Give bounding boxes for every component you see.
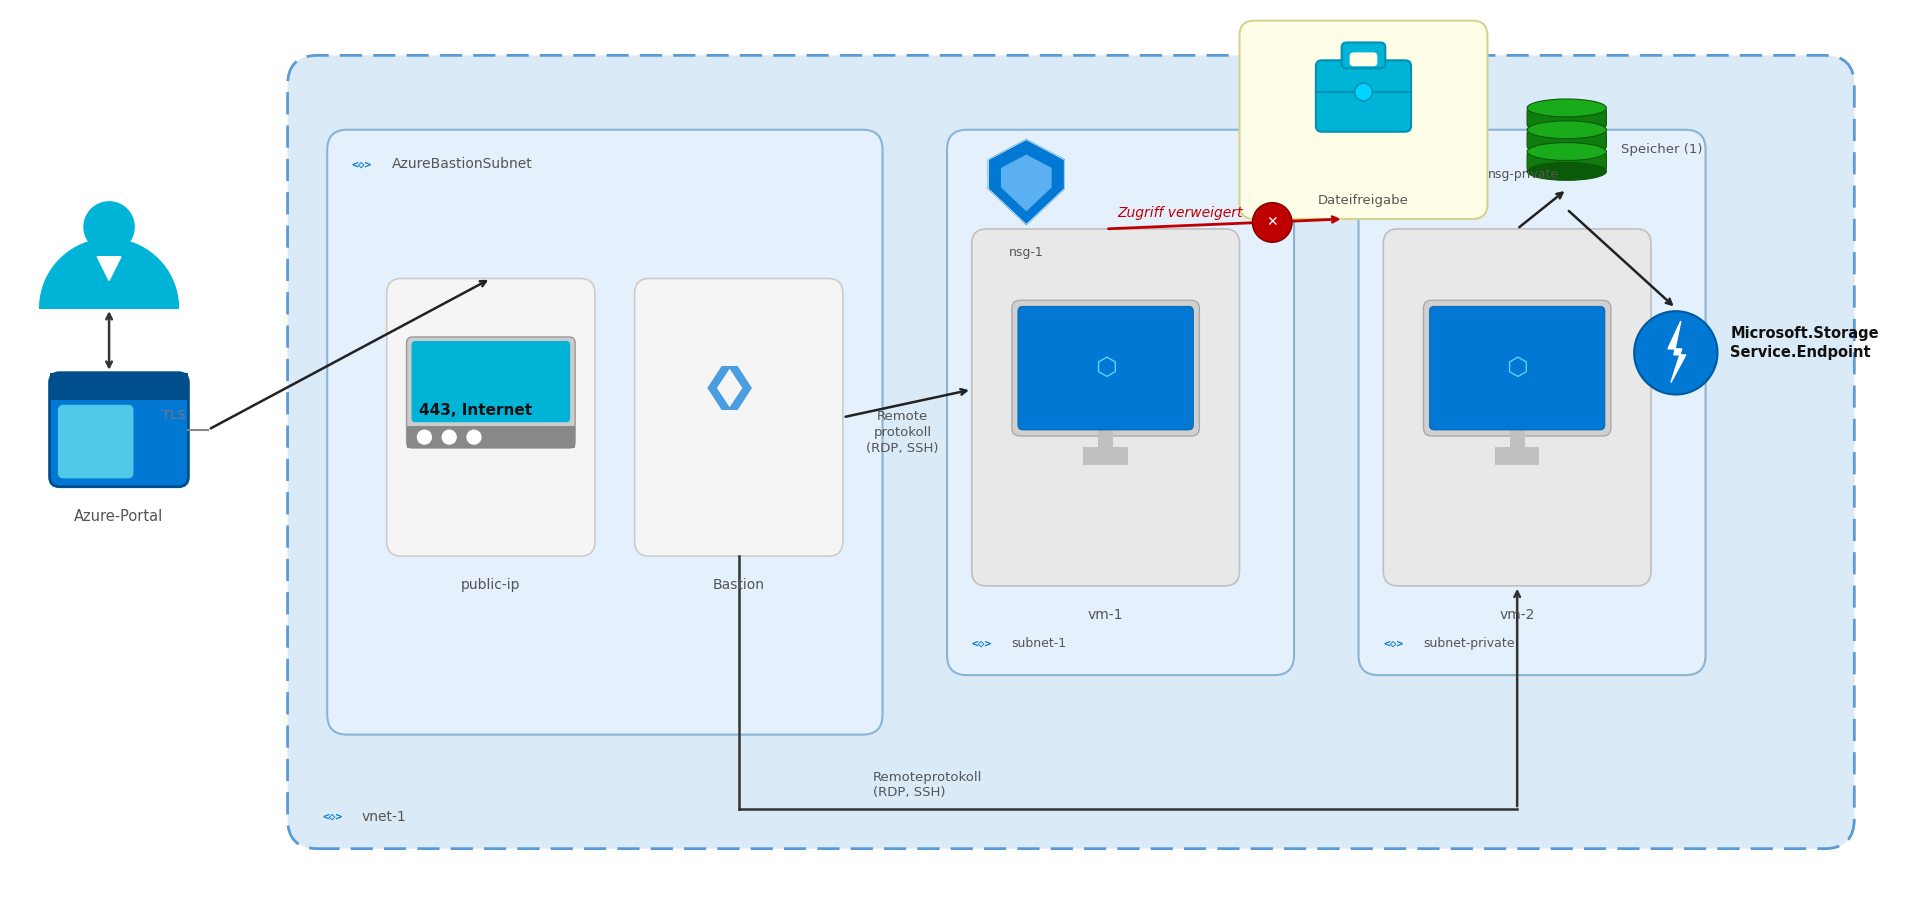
Circle shape [466,430,482,444]
Ellipse shape [1527,162,1607,180]
Circle shape [441,430,457,444]
FancyBboxPatch shape [973,229,1240,586]
Text: <◇>: <◇> [971,639,992,649]
Bar [1084,446,1127,464]
FancyBboxPatch shape [50,373,189,487]
Ellipse shape [84,201,136,253]
FancyBboxPatch shape [1019,307,1192,430]
FancyBboxPatch shape [1342,43,1385,68]
Text: <◇>: <◇> [352,160,373,170]
Ellipse shape [1527,99,1607,117]
Text: Zugriff verweigert: Zugriff verweigert [1118,206,1242,219]
FancyBboxPatch shape [1527,130,1607,150]
Text: 443, Internet: 443, Internet [419,403,533,418]
Bar [407,426,575,448]
Circle shape [1634,311,1718,395]
FancyBboxPatch shape [411,341,569,423]
FancyBboxPatch shape [1384,229,1651,586]
FancyBboxPatch shape [634,278,843,556]
Polygon shape [1668,321,1686,383]
FancyBboxPatch shape [57,405,134,479]
Text: AzureBastionSubnet: AzureBastionSubnet [392,158,533,171]
Text: ❮: ❮ [699,366,738,410]
Text: Azure-Portal: Azure-Portal [75,509,164,523]
Bar [1099,429,1112,450]
FancyBboxPatch shape [1359,130,1707,675]
FancyBboxPatch shape [1240,21,1487,219]
FancyBboxPatch shape [948,130,1294,675]
Text: subnet-private: subnet-private [1424,637,1514,650]
Polygon shape [1001,155,1051,210]
Ellipse shape [1527,121,1607,139]
FancyBboxPatch shape [1429,307,1605,430]
Circle shape [1355,83,1372,101]
Text: ⬡: ⬡ [1506,356,1529,380]
Circle shape [417,430,432,444]
Text: Microsoft.Storage
Service.Endpoint: Microsoft.Storage Service.Endpoint [1729,326,1879,360]
Text: vnet-1: vnet-1 [361,810,407,824]
FancyBboxPatch shape [287,55,1854,849]
Text: ✕: ✕ [1267,216,1278,229]
Circle shape [1252,202,1292,242]
FancyBboxPatch shape [327,130,883,735]
FancyBboxPatch shape [1317,61,1410,132]
Bar [50,373,189,401]
Text: <◇>: <◇> [1384,639,1403,649]
Text: Remoteprotokoll
(RDP, SSH): Remoteprotokoll (RDP, SSH) [873,771,982,799]
FancyBboxPatch shape [386,278,594,556]
Text: <◇>: <◇> [323,812,342,822]
Text: vm-2: vm-2 [1500,608,1535,621]
Ellipse shape [1527,142,1607,161]
FancyBboxPatch shape [407,337,575,448]
Text: TLS: TLS [162,409,185,422]
Text: vm-1: vm-1 [1087,608,1124,621]
Text: Bastion: Bastion [713,578,764,592]
Text: nsg-private: nsg-private [1487,168,1559,180]
Text: Speicher (1): Speicher (1) [1621,143,1703,156]
Text: nsg-1: nsg-1 [1009,246,1043,258]
Bar [1510,429,1525,450]
Polygon shape [97,257,120,280]
FancyBboxPatch shape [1013,300,1200,436]
FancyBboxPatch shape [1527,108,1607,128]
Text: subnet-1: subnet-1 [1011,637,1066,650]
Text: ⬡: ⬡ [1095,356,1116,380]
Polygon shape [1389,130,1466,215]
FancyBboxPatch shape [1424,300,1611,436]
Polygon shape [40,239,178,308]
Bar [1494,446,1540,464]
FancyBboxPatch shape [1349,53,1378,66]
Text: Remote
protokoll
(RDP, SSH): Remote protokoll (RDP, SSH) [866,410,938,454]
Polygon shape [1403,145,1452,200]
Text: public-ip: public-ip [461,578,520,592]
Text: Dateifreigabe: Dateifreigabe [1319,194,1408,207]
Polygon shape [988,140,1064,224]
Text: ❯: ❯ [720,366,757,410]
FancyBboxPatch shape [1527,151,1607,171]
